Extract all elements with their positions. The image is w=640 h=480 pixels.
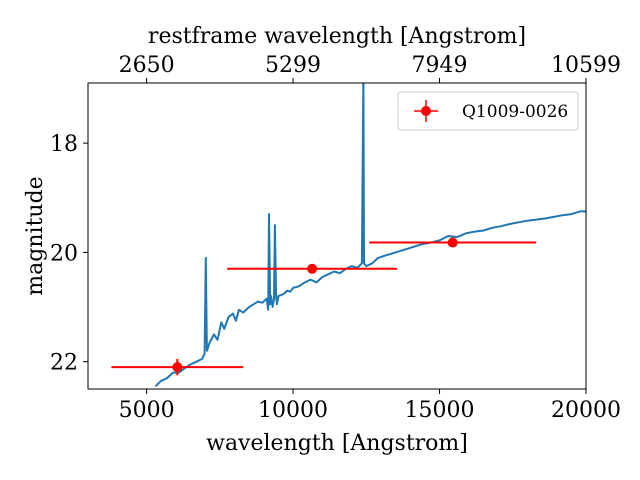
x-tick-label: 15000 xyxy=(405,398,475,423)
top-x-tick-label: 10599 xyxy=(551,53,621,78)
top-x-tick-label: 7949 xyxy=(412,53,468,78)
ticks: 5000 10000 15000 20000 2650 5299 7949 10599 18 20… xyxy=(50,53,621,423)
data-point-3 xyxy=(369,237,537,248)
x-tick-label: 20000 xyxy=(551,398,621,423)
top-x-tick-label: 2650 xyxy=(119,53,175,78)
x-tick-label: 10000 xyxy=(258,398,328,423)
legend: Q1009-0026 xyxy=(397,91,579,131)
plot-area xyxy=(111,83,586,388)
x-axis-title: wavelength [Angstrom] xyxy=(206,431,468,456)
data-point-1 xyxy=(111,358,244,376)
x-tick-label: 5000 xyxy=(119,398,175,423)
top-x-tick-label: 5299 xyxy=(265,53,321,78)
top-x-axis-title: restframe wavelength [Angstrom] xyxy=(148,24,526,49)
data-point-2 xyxy=(227,263,398,274)
legend-box xyxy=(397,91,579,131)
y-tick-label: 20 xyxy=(50,241,78,266)
point-marker xyxy=(447,237,458,248)
y-tick-label: 18 xyxy=(50,132,78,157)
legend-label: Q1009-0026 xyxy=(462,102,568,122)
spectrum-line xyxy=(154,83,586,388)
point-marker xyxy=(307,263,318,274)
legend-marker xyxy=(421,106,431,116)
y-tick-label: 22 xyxy=(50,351,78,376)
point-marker xyxy=(172,362,183,373)
y-axis-title: magnitude xyxy=(23,176,48,295)
axes-frame xyxy=(87,82,587,390)
